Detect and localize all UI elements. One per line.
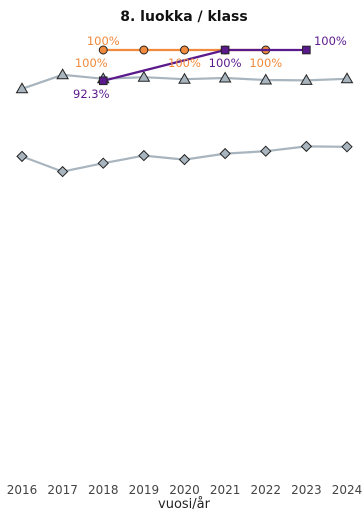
series-3-point-2017 (56, 165, 69, 178)
series-2-point-2022 (259, 73, 273, 85)
series-0-point-2020 (180, 45, 189, 55)
series-2-point-2021 (218, 71, 232, 83)
x-tick-2016: 2016 (7, 483, 38, 497)
series-2-point-2023 (300, 73, 313, 85)
series-2-point-2017 (56, 68, 69, 80)
series-3-point-2024 (341, 141, 353, 153)
series-1 (98, 45, 311, 86)
series-2-point-2019 (137, 70, 151, 82)
series-3-point-2021 (219, 147, 231, 160)
series-3 (16, 140, 353, 178)
x-tick-2021: 2021 (210, 483, 241, 497)
series-1-point-2018 (98, 76, 108, 86)
series-3-point-2016 (16, 150, 28, 163)
series-3-point-2022 (260, 145, 272, 157)
data-label-s1-2: 100% (314, 34, 347, 48)
x-tick-2020: 2020 (169, 483, 200, 497)
series-3-point-2019 (138, 149, 150, 162)
x-tick-2018: 2018 (88, 483, 119, 497)
series-3-point-2023 (300, 140, 313, 153)
data-label-layer: 100% 100% 100% 100% 92.3% 100% 100% (73, 34, 347, 101)
x-tick-2019: 2019 (129, 483, 160, 497)
data-label-s0-3: 100% (249, 56, 282, 70)
data-label-s1-1: 100% (209, 56, 242, 70)
x-tick-2024: 2024 (332, 483, 363, 497)
series-0-point-2019 (139, 45, 149, 55)
chart-title: 8. luokka / klass (120, 9, 247, 25)
x-tick-2023: 2023 (291, 483, 322, 497)
data-label-s0-0: 100% (87, 34, 120, 48)
series-1-point-2023 (302, 45, 311, 55)
series-0-point-2018 (98, 45, 108, 55)
x-tick-2022: 2022 (251, 483, 282, 497)
series-1-point-2021 (220, 45, 230, 55)
series-2-point-2020 (178, 72, 191, 84)
series-3-point-2018 (97, 157, 109, 169)
x-axis-title: vuosi/år (158, 497, 211, 512)
x-axis-ticks: 2016 2017 2018 2019 2020 2021 2022 2023 2024 (7, 483, 363, 497)
series-2 (15, 68, 354, 94)
series-3-point-2020 (178, 153, 191, 166)
data-label-s1-0: 92.3% (73, 87, 110, 101)
data-label-s0-1: 100% (75, 56, 108, 70)
x-tick-2017: 2017 (47, 483, 78, 497)
series-2-point-2016 (15, 82, 29, 94)
series-2-point-2024 (340, 72, 354, 84)
data-label-s0-2: 100% (168, 56, 201, 70)
series-layer (15, 45, 354, 178)
